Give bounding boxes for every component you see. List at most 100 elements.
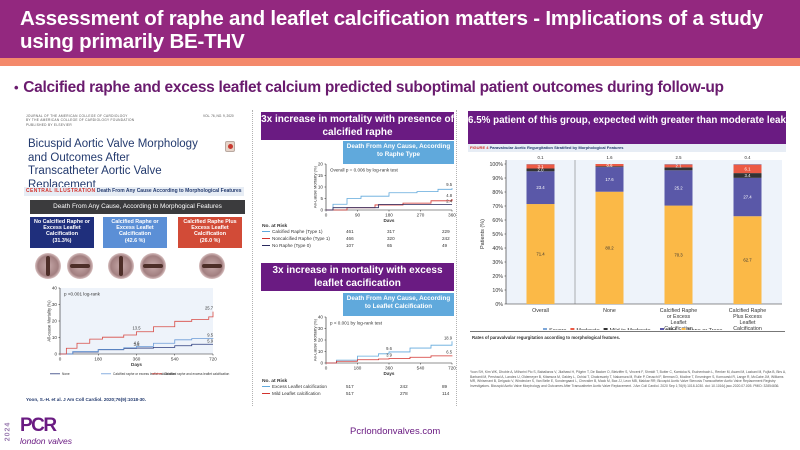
- central-illustration-bar: CENTRAL ILLUSTRATION Death From Any Caus…: [24, 187, 244, 196]
- risk-line-swatch: [262, 386, 270, 388]
- central-illustration-text: Death From Any Cause According to Morpho…: [96, 188, 242, 194]
- legend-label: Mild: [666, 328, 676, 330]
- x-axis-label: Days: [384, 371, 395, 376]
- legend-swatch: [660, 328, 664, 330]
- group-pct: (31.3%): [52, 237, 72, 244]
- y-tick-label: 40: [318, 315, 324, 320]
- legend-label: Calcified raphe or excess leaflet calcif…: [113, 372, 176, 376]
- risk-value: 89: [442, 384, 448, 389]
- bar-value-label: 2.1: [676, 163, 683, 168]
- logo-year-text: 2024: [4, 421, 12, 442]
- bar-top-label: 0.1: [538, 155, 545, 160]
- journal-line: BY THE AMERICAN COLLEGE OF CARDIOLOGY FO…: [26, 118, 135, 123]
- panel-divider: [456, 110, 457, 406]
- x-axis-label: Days: [131, 362, 142, 367]
- valve-image: [35, 253, 61, 279]
- pvl-bar-chart: 0% 10% 20% 30% 40% 50% 60% 70% 80% 90% 100% Patient…: [480, 155, 782, 330]
- group-box-raphe-plus-excess: Calcified Raphe Plus Excess Leaflet Calc…: [178, 217, 242, 248]
- bar-segment: [526, 204, 555, 304]
- bar-value-label: 27.4: [743, 195, 752, 200]
- y-tick-label: 0%: [495, 302, 503, 308]
- risk-value: 320: [387, 236, 395, 241]
- bar-value-label: 25.2: [674, 185, 683, 190]
- y-tick-label: 40: [52, 286, 58, 291]
- bar-segment: [664, 205, 693, 304]
- risk-table-leaflet: No. at Risk Excess Leaflet calcification 5…: [262, 379, 454, 398]
- bar-segment: [595, 191, 624, 304]
- bar-value-label: 17.6: [605, 177, 614, 182]
- x-tick-label: 720: [448, 366, 456, 371]
- bar-value-label: 62.7: [743, 258, 752, 263]
- risk-table-row: Calcified Raphe (Type 1) 461 317 229: [262, 229, 454, 236]
- risk-table-title: No. at Risk: [262, 379, 288, 384]
- leaflet-mortality-banner: 3x increase in mortality with excess lea…: [261, 263, 454, 291]
- x-axis-label: Days: [384, 218, 395, 222]
- x-tick-label: 360: [385, 366, 393, 371]
- bar-top-label: 2.5: [676, 155, 683, 160]
- divider-line: [470, 331, 785, 332]
- legend-swatch: [543, 328, 547, 330]
- reference-text: Yoon SH, Kim WK, Dhoble A, Milhorini Pio…: [470, 370, 786, 388]
- bar-value-label: 23.4: [536, 185, 545, 190]
- bar-segment: [526, 168, 555, 172]
- risk-table-row: Mild Leaflet calcification 517 278 114: [262, 391, 454, 398]
- risk-value: 65: [387, 243, 393, 248]
- y-tick-label: 30: [318, 326, 324, 331]
- y-axis-label: All-Cause Mortality (%): [314, 318, 317, 361]
- risk-value: 49: [442, 243, 448, 248]
- y-tick-label: 10%: [492, 288, 503, 294]
- central-illustration-tag: CENTRAL ILLUSTRATION: [26, 188, 96, 194]
- accent-bar: [0, 58, 800, 66]
- risk-value: 317: [387, 229, 395, 234]
- article-title: Bicuspid Aortic Valve Morphology and Out…: [28, 138, 198, 191]
- pcr-logo: 2024 PCR london valves: [4, 416, 73, 448]
- risk-line-swatch: [262, 231, 270, 233]
- y-tick-label: 10: [318, 185, 324, 190]
- legend-label: Moderate: [576, 328, 599, 330]
- km-data-label: 2.4: [446, 198, 452, 203]
- y-tick-label: 20: [318, 162, 324, 167]
- risk-table-raphe: No. at Risk Calcified Raphe (Type 1) 461 31…: [262, 224, 454, 250]
- y-tick-label: 20: [318, 338, 324, 343]
- y-tick-label: 30%: [492, 260, 503, 266]
- logo-year: 2024: [4, 418, 15, 446]
- risk-value: 466: [346, 236, 354, 241]
- bar-value-label: 6.1: [745, 166, 752, 171]
- km-data-label: 3.9: [386, 353, 392, 358]
- x-tick-label: 360: [133, 357, 141, 362]
- bar-top-label: 1.6: [607, 155, 614, 160]
- bar-value-label: 80.2: [605, 245, 614, 250]
- x-category-label: Plus Excess: [733, 314, 762, 320]
- y-tick-label: 90%: [492, 176, 503, 182]
- website-link[interactable]: Pcrlondonvalves.com: [350, 426, 441, 437]
- y-tick-label: 15: [318, 173, 324, 178]
- y-tick-label: 0: [320, 361, 323, 366]
- km-data-label: 9.5: [446, 182, 452, 187]
- x-category-label: Calcification: [664, 326, 693, 330]
- valve-image: [67, 253, 93, 279]
- group-label: Calcified Raphe Plus Excess Leaflet Calc…: [183, 219, 237, 238]
- km-data-label: 13.5: [132, 326, 141, 331]
- bar-segment: [733, 173, 762, 178]
- valve-image: [108, 253, 134, 279]
- bar-segment: [733, 164, 762, 174]
- km-series-line: [326, 204, 452, 211]
- x-category-label: Calcified Raphe: [660, 308, 697, 314]
- x-category-label: or Excess: [667, 314, 691, 320]
- figure-footnote: Rates of paravalvular regurgitation acco…: [472, 335, 621, 340]
- x-tick-label: 180: [354, 366, 362, 371]
- bar-segment: [526, 164, 555, 169]
- bar-value-label: 0.6: [607, 163, 614, 168]
- x-category-label: Leaflet: [740, 320, 756, 326]
- journal-line: JOURNAL OF THE AMERICAN COLLEGE OF CARDI…: [26, 114, 128, 118]
- x-category-label: Calcified Raphe: [729, 308, 766, 314]
- bar-value-label: 2.0: [538, 167, 545, 172]
- panel-divider: [252, 110, 253, 406]
- risk-table-row: No Raphe (Type 0) 107 65 49: [262, 243, 454, 250]
- journal-volume: VOL. 76, NO. 9, 2020: [203, 114, 234, 118]
- y-tick-label: 80%: [492, 190, 503, 196]
- km-chart-raphe: 0 5 10 15 20 0 90 180 270 360 Days All-Cause Mortal…: [314, 162, 456, 222]
- risk-table-row: Excess Leaflet calcification 517 242 89: [262, 384, 454, 391]
- km-data-label: 4.8: [446, 193, 452, 198]
- bar-value-label: 3.1: [538, 164, 545, 169]
